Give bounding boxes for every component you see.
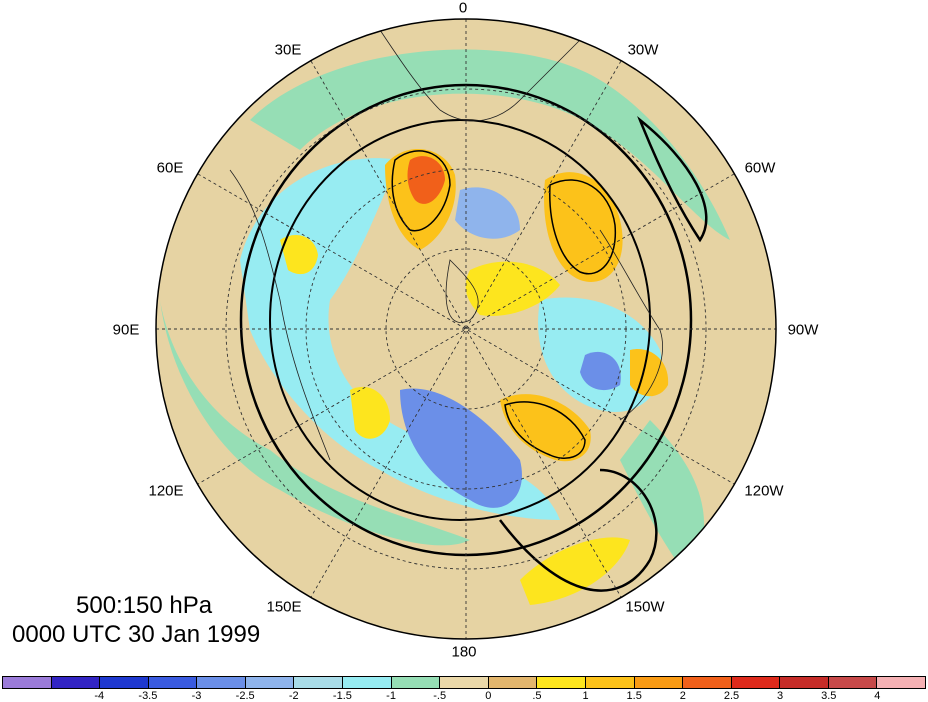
contour-north-high (391, 150, 451, 232)
contour-mid (269, 119, 651, 521)
colorbar-tick-label: 2.5 (723, 690, 740, 702)
high-center (465, 261, 560, 316)
colorbar-tick-label: -1.5 (332, 690, 352, 702)
colorbar-box (3, 677, 52, 688)
blue-region-north (455, 187, 520, 239)
colorbar (2, 676, 926, 689)
high-south (500, 394, 591, 462)
coast-greenland (445, 259, 479, 323)
colorbar-box (343, 677, 392, 688)
colorbar-box (100, 677, 149, 688)
colorbar-box (391, 677, 441, 688)
colorbar-tick-label: 1.5 (626, 690, 642, 702)
colorbar-box (51, 677, 101, 688)
high-southeast (520, 537, 630, 605)
colorbar-box (537, 677, 586, 688)
contour-northeast-loop (637, 116, 708, 243)
colorbar-tick-label: 3.5 (821, 690, 837, 702)
meridian-30w (310, 60, 622, 598)
colorbar-box (197, 677, 246, 688)
colorbar-tick-label: 4 (874, 690, 881, 702)
blue-region-east (580, 351, 621, 391)
colorbar-tick-label: .5 (532, 690, 542, 702)
colorbar-box (294, 677, 344, 688)
colorbar-tick-label: -1 (386, 690, 396, 702)
lon-label-30e: 30E (274, 41, 302, 59)
colorbar-labels: -4 -3.5 -3 -2.5 -2 -1.5 -1 -.5 0 .5 1 1.5 2 2.5 3 3.5 4 (2, 690, 926, 702)
cyan-region-center (240, 158, 560, 520)
lon-label-30w: 30W (627, 41, 659, 59)
colorbar-tick-label: 2 (679, 690, 686, 702)
green-band-east (620, 420, 705, 580)
meridian-30 (310, 60, 622, 598)
colorbar-box (585, 677, 635, 688)
colorbar-tick-label: -.5 (433, 690, 447, 702)
colorbar-box (731, 677, 781, 688)
contour-south-high (504, 401, 586, 459)
colorbar-box (780, 677, 829, 688)
caption-time: 0000 UTC 30 Jan 1999 (12, 621, 261, 648)
colorbar-box (683, 677, 732, 688)
green-band-west (160, 300, 470, 546)
lon-label-60e: 60E (156, 159, 184, 177)
colorbar-box (877, 677, 925, 688)
lon-label-150e: 150E (266, 598, 302, 616)
coast-asia (229, 169, 331, 461)
lon-label-120e: 120E (148, 482, 184, 500)
lon-label-0: 0 (458, 0, 468, 17)
colorbar-tick-label: -4 (94, 690, 105, 702)
map-border (155, 18, 777, 640)
high-north-core (407, 156, 445, 204)
lon-label-150w: 150W (625, 598, 665, 616)
colorbar-tick-label: -3.5 (138, 690, 158, 702)
lon-label-60w: 60W (744, 159, 776, 177)
colorbar-box (440, 677, 489, 688)
coastlines (229, 29, 663, 461)
blue-region-south (400, 388, 522, 508)
graticule (156, 19, 776, 639)
colorbar-box (148, 677, 198, 688)
colorbar-box (828, 677, 878, 688)
coast-north-america (599, 229, 663, 421)
lon-label-180: 180 (451, 643, 477, 661)
coast-europe (379, 29, 581, 122)
colorbar-tick-label: -2 (288, 690, 299, 702)
map-background (156, 19, 776, 639)
colorbar-tick-label: 0 (485, 690, 492, 702)
lon-label-120w: 120W (744, 482, 784, 500)
colorbar-box (634, 677, 684, 688)
green-band-north (250, 49, 730, 240)
colorbar-box (245, 677, 295, 688)
map-field (156, 19, 776, 639)
colorbar-tick-label: 1 (582, 690, 589, 702)
lat-circle-3 (225, 88, 707, 570)
high-southwest (350, 386, 390, 439)
colorbar-tick-label: -3 (191, 690, 202, 702)
caption-level: 500:150 hPa (76, 592, 213, 619)
colorbar-tick-label: -2.5 (235, 690, 255, 702)
meridian-60w (197, 173, 735, 485)
contour-northeast-high (549, 179, 617, 275)
contour-south-lobe (499, 468, 658, 592)
colorbar-tick-label: 3 (777, 690, 784, 702)
colorbar-box (488, 677, 538, 688)
lon-label-90w: 90W (787, 321, 819, 339)
high-west (280, 235, 318, 275)
lon-label-90e: 90E (112, 321, 140, 339)
meridian-60 (197, 173, 735, 485)
